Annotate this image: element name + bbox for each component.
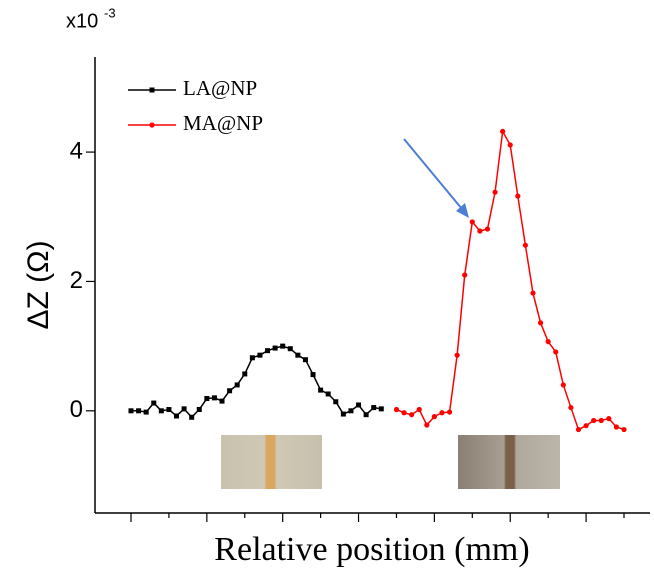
point bbox=[454, 352, 460, 358]
point bbox=[295, 352, 301, 358]
point bbox=[181, 406, 187, 412]
point bbox=[249, 355, 255, 361]
legend-marker bbox=[149, 87, 155, 93]
point bbox=[340, 411, 346, 417]
point bbox=[143, 409, 149, 415]
point bbox=[234, 382, 240, 388]
point bbox=[598, 417, 604, 424]
point bbox=[409, 412, 415, 418]
point bbox=[158, 408, 164, 414]
point bbox=[272, 345, 278, 351]
x-axis-label: Relative position (mm) bbox=[214, 531, 529, 568]
y-tick-label: 2 bbox=[70, 267, 83, 294]
point bbox=[477, 228, 483, 234]
point bbox=[469, 219, 475, 225]
point bbox=[575, 426, 582, 433]
point bbox=[196, 407, 202, 413]
point bbox=[166, 407, 172, 413]
point bbox=[174, 413, 180, 419]
point bbox=[302, 357, 308, 363]
arrow-head bbox=[456, 203, 469, 218]
series-line bbox=[396, 129, 625, 431]
legend-label: MA@NP bbox=[183, 111, 263, 135]
sample-photo bbox=[458, 435, 560, 489]
point bbox=[492, 189, 498, 195]
point bbox=[227, 388, 233, 394]
point bbox=[568, 404, 574, 411]
point bbox=[439, 410, 445, 416]
arrow bbox=[403, 138, 463, 210]
point bbox=[151, 400, 157, 406]
y-tick-label: 0 bbox=[70, 396, 83, 423]
y-axis-label: ΔZ (Ω) bbox=[22, 240, 55, 329]
point bbox=[401, 410, 407, 416]
point bbox=[431, 414, 437, 420]
point bbox=[378, 406, 384, 412]
legend-label: LA@NP bbox=[183, 76, 257, 100]
point bbox=[363, 412, 369, 418]
point bbox=[515, 193, 521, 199]
point bbox=[211, 395, 217, 401]
point bbox=[424, 422, 430, 428]
point bbox=[591, 417, 597, 424]
point bbox=[393, 406, 400, 413]
multiplier: x10 bbox=[66, 10, 98, 32]
point bbox=[530, 290, 536, 296]
point bbox=[462, 272, 468, 278]
point bbox=[613, 424, 620, 430]
point bbox=[606, 415, 612, 422]
series-line bbox=[131, 345, 382, 419]
point bbox=[553, 349, 559, 355]
point bbox=[310, 372, 316, 378]
point bbox=[219, 398, 225, 404]
point bbox=[560, 382, 566, 388]
point bbox=[507, 142, 513, 148]
sample-photo bbox=[221, 435, 322, 489]
point bbox=[189, 414, 195, 420]
point bbox=[325, 391, 331, 397]
legend-marker bbox=[149, 122, 155, 128]
point bbox=[484, 226, 491, 232]
point bbox=[257, 352, 263, 358]
point bbox=[356, 402, 362, 408]
y-tick-label: 4 bbox=[70, 137, 83, 164]
point bbox=[583, 423, 589, 429]
point bbox=[333, 399, 339, 405]
point bbox=[242, 371, 248, 377]
point bbox=[500, 128, 506, 134]
point bbox=[537, 320, 544, 326]
point bbox=[280, 343, 286, 349]
point bbox=[287, 346, 293, 352]
point bbox=[348, 408, 354, 414]
point bbox=[318, 387, 324, 393]
point bbox=[136, 408, 142, 414]
point bbox=[265, 348, 271, 354]
point bbox=[128, 408, 134, 414]
point bbox=[204, 396, 210, 402]
point bbox=[522, 242, 529, 248]
point bbox=[416, 406, 422, 413]
point bbox=[545, 338, 551, 345]
multiplier-exponent: -3 bbox=[104, 5, 116, 20]
point bbox=[371, 405, 377, 411]
point bbox=[621, 426, 627, 433]
point bbox=[446, 409, 453, 415]
